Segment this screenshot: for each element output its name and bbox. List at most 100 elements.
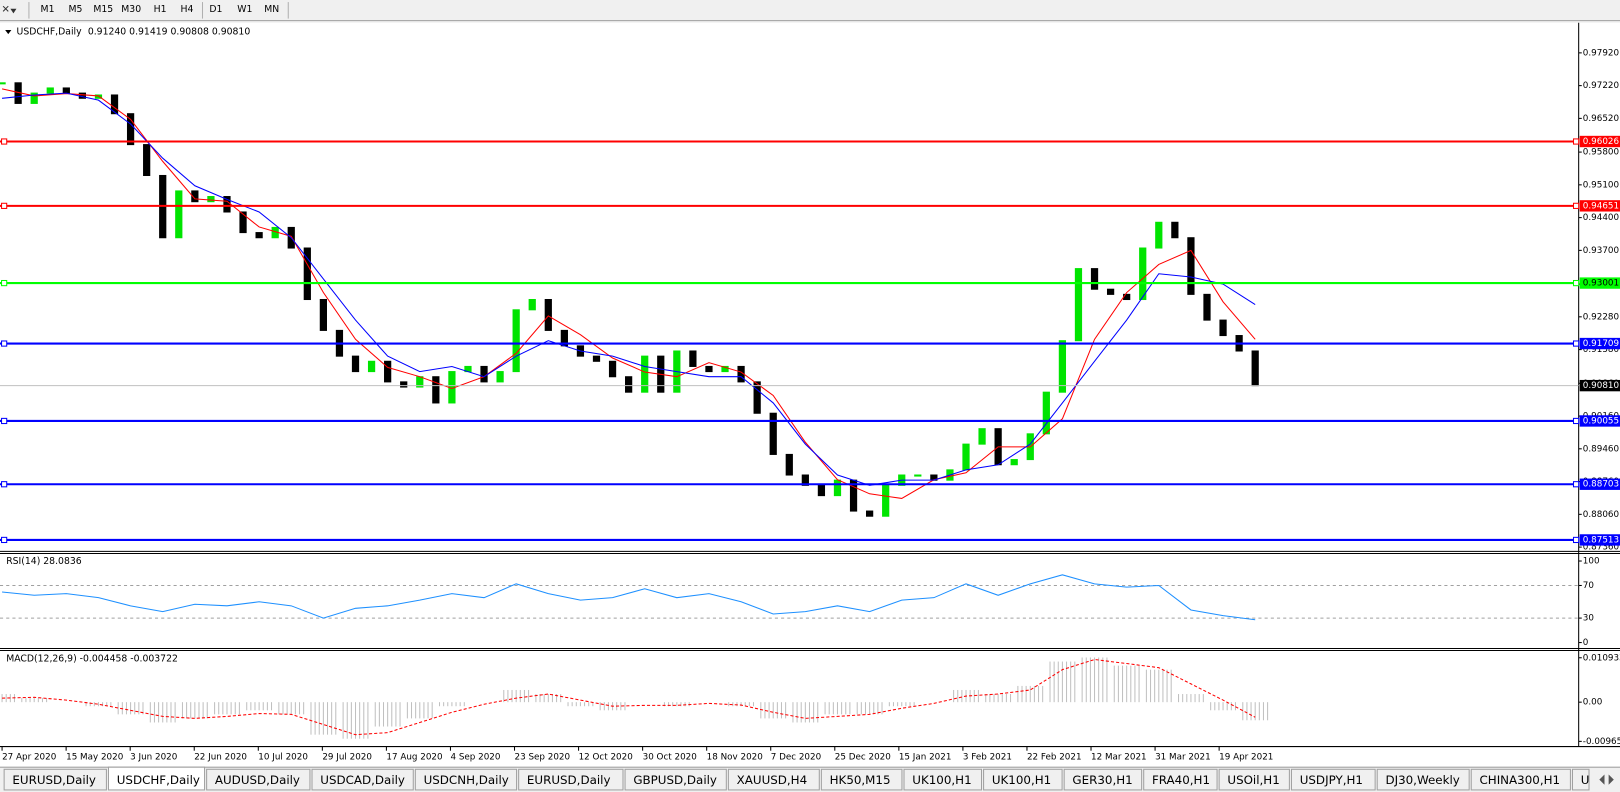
level-price-label: 0.96026: [1583, 137, 1620, 147]
candle: [641, 355, 649, 393]
tab[interactable]: [1571, 768, 1590, 791]
tab[interactable]: [983, 768, 1063, 791]
x-tick-label: 25 Dec 2020: [835, 752, 891, 762]
timeframe-button[interactable]: M5: [68, 4, 82, 15]
tab-label[interactable]: HK50,M15: [830, 773, 891, 787]
candle: [801, 474, 809, 486]
tab-label[interactable]: USOil,H1: [1227, 773, 1279, 787]
timeframe-button[interactable]: W1: [237, 4, 252, 15]
timeframe-button[interactable]: H1: [154, 4, 167, 15]
tab-label[interactable]: GER30,H1: [1072, 773, 1132, 787]
tab[interactable]: [107, 766, 206, 791]
toolbar-icon[interactable]: [2, 5, 17, 14]
level-price-box: [1579, 534, 1620, 546]
tab-label[interactable]: XAUUSD,H4: [737, 773, 808, 787]
x-tick-label: 31 Mar 2021: [1155, 752, 1211, 762]
tab[interactable]: [1143, 768, 1218, 791]
timeframe-button[interactable]: H4: [181, 4, 194, 15]
timeframe-button[interactable]: M1: [41, 4, 55, 15]
candle: [1187, 237, 1195, 295]
candle: [1139, 247, 1147, 301]
tab-label[interactable]: DJ30,Weekly: [1385, 773, 1459, 787]
tab-label[interactable]: USDCHF,Daily: [117, 773, 200, 787]
x-tick-label: 23 Sep 2020: [515, 752, 571, 762]
level-handle[interactable]: [1572, 481, 1580, 488]
tab[interactable]: [311, 768, 414, 791]
level-handle[interactable]: [1572, 536, 1580, 544]
candle: [432, 376, 440, 404]
last-price-label: 0.90810: [1583, 381, 1619, 391]
level-handle[interactable]: [1, 536, 8, 544]
level-handle[interactable]: [1572, 202, 1580, 209]
chart-quote: 0.91240 0.91419 0.90808 0.90810: [88, 27, 251, 38]
y-tick-label: 0.010933: [1583, 653, 1620, 663]
level-handle[interactable]: [1, 202, 8, 209]
chart-menu-arrow[interactable]: [5, 29, 12, 35]
candle: [1171, 221, 1179, 239]
tab[interactable]: [903, 768, 983, 791]
candle: [721, 365, 729, 373]
tab[interactable]: [1376, 768, 1470, 791]
candle: [785, 453, 793, 476]
tab[interactable]: [518, 768, 624, 791]
level-handle[interactable]: [1572, 279, 1580, 287]
timeframe-button[interactable]: MN: [264, 4, 279, 15]
tab[interactable]: [820, 768, 903, 791]
level-price-label: 0.87513: [1583, 535, 1619, 545]
tab[interactable]: [3, 768, 107, 791]
timeframe-button[interactable]: D1: [209, 4, 222, 15]
tab-label[interactable]: UK100,H1: [912, 773, 971, 787]
timeframe-button[interactable]: M15: [93, 4, 113, 15]
y-tick-label: 30: [1583, 614, 1594, 624]
candle: [351, 355, 360, 373]
candle: [126, 113, 135, 146]
level-handle[interactable]: [1, 417, 8, 425]
candle: [753, 381, 761, 414]
tab-label[interactable]: FRA40,H1: [1152, 773, 1210, 787]
level-handle[interactable]: [1, 279, 8, 287]
tab[interactable]: [624, 768, 727, 791]
candle: [978, 428, 986, 445]
tab[interactable]: [1470, 768, 1571, 791]
level-handle[interactable]: [1572, 417, 1580, 425]
level-handle[interactable]: [1, 481, 8, 488]
tab[interactable]: [727, 768, 820, 791]
candle: [1251, 350, 1259, 387]
level-handle[interactable]: [1572, 340, 1580, 347]
tab-label[interactable]: UK100,H1: [992, 773, 1051, 787]
tab-label[interactable]: U: [1581, 773, 1590, 787]
tab-label[interactable]: GBPUSD,Daily: [633, 773, 717, 787]
level-price-box: [1579, 337, 1620, 350]
level-handle[interactable]: [1, 340, 8, 347]
candle: [30, 92, 38, 104]
tab[interactable]: [206, 768, 311, 791]
last-price-box: [1579, 379, 1620, 392]
candle: [319, 298, 327, 331]
tab-label[interactable]: USDCNH,Daily: [424, 773, 509, 787]
tab[interactable]: [414, 768, 518, 791]
timeframe-button[interactable]: M30: [121, 4, 141, 15]
candle: [191, 190, 199, 203]
candle: [367, 360, 376, 373]
level-handle[interactable]: [1, 138, 8, 145]
tab-label[interactable]: EURUSD,Daily: [527, 773, 611, 787]
tab-label[interactable]: AUDUSD,Daily: [215, 773, 300, 787]
y-tick-label: 0.87360: [1583, 543, 1619, 553]
candle: [833, 479, 842, 497]
level-price-box: [1579, 135, 1620, 148]
macd-title: MACD(12,26,9) -0.004458 -0.003722: [6, 653, 178, 664]
level-handle[interactable]: [1572, 138, 1580, 145]
tab-label[interactable]: USDJPY,H1: [1300, 773, 1363, 787]
tab-scroll-arrows[interactable]: [1599, 774, 1614, 785]
tab-label[interactable]: CHINA300,H1: [1479, 773, 1560, 787]
tab[interactable]: [1218, 768, 1290, 791]
tab-label[interactable]: USDCAD,Daily: [320, 773, 405, 787]
tab-label[interactable]: EURUSD,Daily: [12, 773, 96, 787]
tab[interactable]: [1290, 768, 1376, 791]
level-price-box: [1579, 277, 1620, 289]
tab[interactable]: [1063, 768, 1143, 791]
x-tick-label: 4 Sep 2020: [450, 752, 500, 762]
y-tick-label: -0.009653: [1583, 737, 1620, 747]
candle: [592, 355, 601, 362]
